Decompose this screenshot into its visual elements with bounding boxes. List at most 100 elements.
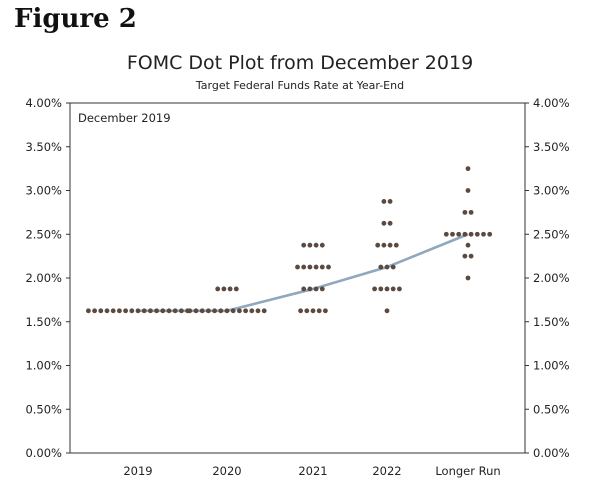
dot-point xyxy=(450,231,455,237)
dot-point xyxy=(243,308,249,314)
dot-point xyxy=(313,264,319,270)
dot-point xyxy=(378,264,384,270)
dot-point xyxy=(468,253,474,259)
dot-point xyxy=(193,308,199,314)
dot-point xyxy=(304,308,310,314)
dot-point xyxy=(465,188,471,193)
y-tick-label-right: 3.00% xyxy=(533,184,570,198)
dots-group xyxy=(86,166,493,314)
dot-point xyxy=(179,308,184,314)
dot-point xyxy=(319,242,325,248)
dot-point xyxy=(381,199,387,204)
dot-point xyxy=(166,308,172,314)
dot-point xyxy=(372,286,377,292)
y-tick-label-right: 3.50% xyxy=(533,140,570,154)
dot-point xyxy=(462,253,468,259)
dot-point xyxy=(384,286,390,292)
dot-point xyxy=(301,264,307,270)
dot-point xyxy=(218,308,224,314)
dot-point xyxy=(129,308,135,314)
dot-point xyxy=(319,264,325,270)
dot-point xyxy=(123,308,128,314)
dot-point xyxy=(465,166,471,172)
x-category-label: 2019 xyxy=(123,464,152,478)
dot-point xyxy=(92,308,97,314)
dot-point xyxy=(487,231,493,237)
dot-point xyxy=(375,242,381,248)
dot-point xyxy=(187,308,193,314)
dot-point xyxy=(462,231,468,237)
dot-point xyxy=(378,286,384,292)
dot-point xyxy=(443,231,449,237)
dot-point xyxy=(390,286,396,292)
dot-point xyxy=(319,286,325,292)
dot-point xyxy=(98,308,104,314)
dot-point xyxy=(465,275,471,281)
y-tick-label-left: 3.50% xyxy=(25,140,62,154)
y-tick-label-right: 2.50% xyxy=(533,227,570,241)
dot-point xyxy=(397,286,402,292)
dot-point xyxy=(381,242,387,248)
dot-point xyxy=(110,308,116,314)
figure-label: Figure 2 xyxy=(14,4,137,34)
dot-point xyxy=(307,286,313,292)
dot-point xyxy=(227,286,233,292)
y-tick-label-left: 0.50% xyxy=(25,402,62,416)
chart-annotation: December 2019 xyxy=(78,111,171,125)
dot-point xyxy=(307,264,313,270)
dot-point xyxy=(313,242,319,248)
y-tick-label-right: 2.00% xyxy=(533,271,570,285)
dot-point xyxy=(387,220,393,226)
dot-point xyxy=(387,242,393,248)
y-tick-label-right: 0.00% xyxy=(533,446,570,460)
dot-point xyxy=(468,209,474,215)
dot-point xyxy=(384,264,390,270)
dot-point xyxy=(199,308,205,314)
x-category-label: 2021 xyxy=(298,464,327,478)
x-category-label: 2022 xyxy=(372,464,401,478)
dot-point xyxy=(326,264,331,270)
dot-point xyxy=(249,308,255,314)
dot-point xyxy=(261,308,267,314)
dot-point xyxy=(298,308,303,314)
dot-point xyxy=(384,308,390,314)
dot-point xyxy=(215,286,221,292)
dot-point xyxy=(148,308,153,314)
dot-point xyxy=(230,308,236,314)
y-tick-label-left: 4.00% xyxy=(25,96,62,110)
dot-point xyxy=(465,242,471,248)
dot-point xyxy=(172,308,178,314)
dot-point xyxy=(255,308,261,314)
y-tick-label-right: 4.00% xyxy=(533,96,570,110)
dot-point xyxy=(481,231,486,237)
dot-point xyxy=(237,308,242,314)
y-tick-label-right: 1.50% xyxy=(533,315,570,329)
dot-point xyxy=(295,264,300,270)
y-tick-label-left: 2.50% xyxy=(25,227,62,241)
x-category-label: 2020 xyxy=(212,464,241,478)
dot-point xyxy=(307,242,313,248)
dot-point xyxy=(468,231,474,237)
axes-group: 0.00% 0.00% 0.50% 0.50% 1.00% 1.00% 1.50% 1.50%… xyxy=(25,96,569,478)
dot-point xyxy=(86,308,91,314)
dot-point xyxy=(381,220,387,226)
dot-point xyxy=(117,308,122,314)
dot-point xyxy=(387,199,393,204)
dot-point xyxy=(206,308,211,314)
y-tick-label-left: 3.00% xyxy=(25,184,62,198)
dot-point xyxy=(141,308,147,314)
y-tick-label-left: 2.00% xyxy=(25,271,62,285)
dot-point xyxy=(393,242,399,248)
dot-point xyxy=(313,286,319,292)
y-tick-label-left: 1.00% xyxy=(25,359,62,373)
dot-point xyxy=(316,308,322,314)
y-tick-label-left: 0.00% xyxy=(25,446,62,460)
dot-point xyxy=(160,308,166,314)
dot-point xyxy=(212,308,218,314)
dot-point xyxy=(233,286,239,292)
y-tick-label-right: 1.00% xyxy=(533,359,570,373)
dot-point xyxy=(456,231,462,237)
dot-point xyxy=(135,308,141,314)
dot-point xyxy=(462,209,468,215)
